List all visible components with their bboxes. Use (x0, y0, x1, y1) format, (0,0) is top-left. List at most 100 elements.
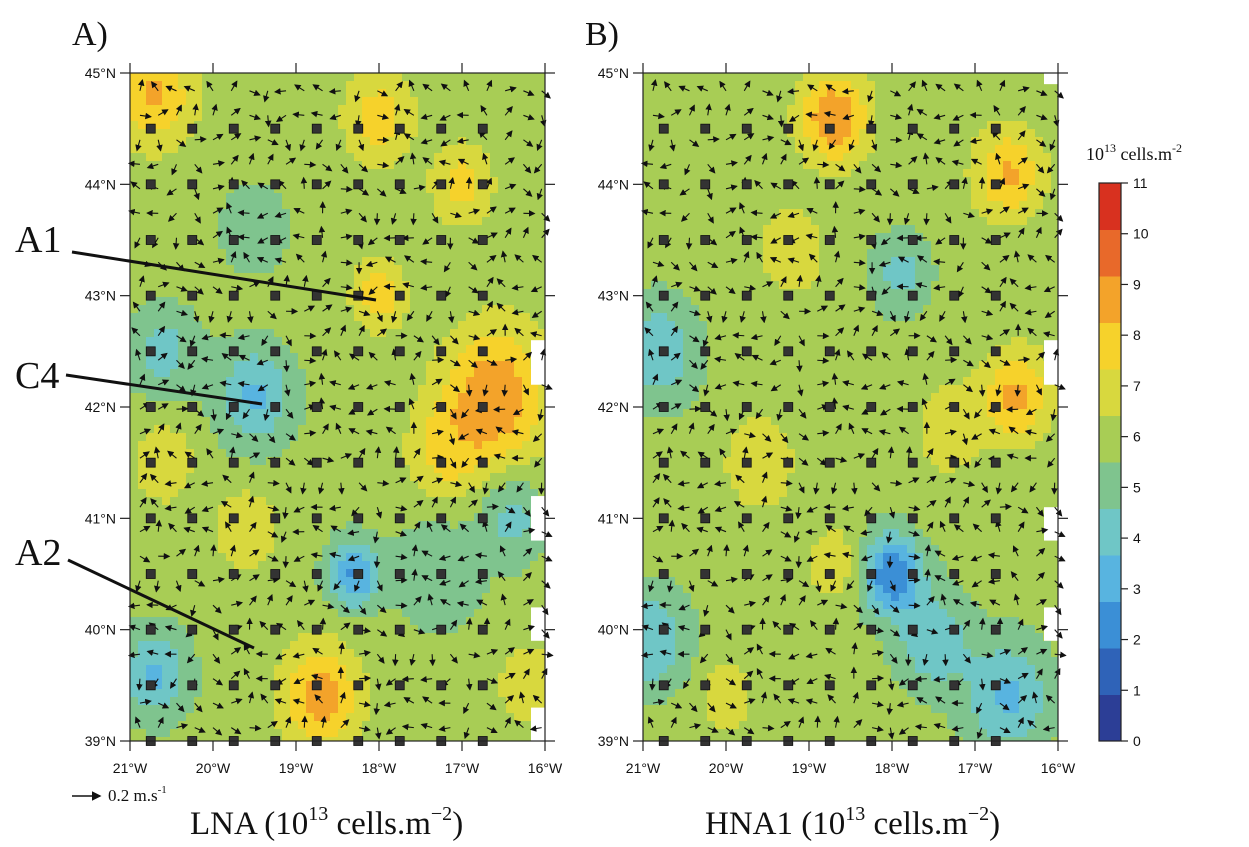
field-cell (250, 177, 259, 186)
field-cell (282, 113, 291, 122)
field-cell (234, 633, 243, 642)
field-cell (330, 697, 339, 706)
field-cell (154, 649, 163, 658)
flow-arrow (311, 673, 323, 681)
field-cell (482, 241, 491, 250)
field-cell (298, 265, 307, 274)
flow-arrow (176, 285, 188, 292)
field-cell (178, 593, 187, 602)
field-cell (362, 721, 371, 730)
field-cell (538, 425, 546, 434)
field-cell (466, 489, 475, 498)
field-cell (162, 457, 171, 466)
field-cell (322, 97, 331, 106)
flow-arrow (139, 112, 152, 120)
field-cell (202, 153, 211, 162)
field-cell (506, 177, 515, 186)
field-cell (234, 161, 243, 170)
field-cell (330, 345, 339, 354)
flow-arrow (523, 89, 535, 96)
flow-arrow (340, 259, 353, 267)
field-cell (362, 521, 371, 530)
field-cell (194, 385, 203, 394)
field-cell (354, 329, 363, 338)
field-cell (490, 577, 499, 586)
field-cell (178, 537, 187, 546)
field-cell (338, 649, 347, 658)
field-cell (418, 121, 427, 130)
field-cell (338, 537, 347, 546)
field-cell (498, 633, 507, 642)
field-cell (162, 425, 171, 434)
flow-arrow (468, 237, 480, 244)
field-cell (130, 313, 139, 322)
field-cell (362, 473, 371, 482)
field-cell (298, 673, 307, 682)
field-cell (314, 561, 323, 570)
field-cell (458, 169, 467, 178)
field-cell (458, 297, 467, 306)
field-cell (498, 561, 507, 570)
field-cell (130, 657, 139, 666)
field-cell (330, 569, 339, 578)
field-cell (298, 473, 307, 482)
field-cell (442, 241, 451, 250)
field-cell (138, 153, 147, 162)
field-cell (434, 249, 443, 258)
flow-arrow (426, 520, 433, 532)
field-cell (362, 369, 371, 378)
field-cell (306, 481, 315, 490)
field-cell (274, 617, 283, 626)
flow-arrow (413, 350, 422, 361)
field-cell (266, 425, 275, 434)
field-cell (530, 153, 539, 162)
field-cell (530, 537, 539, 546)
field-cell (146, 361, 155, 370)
field-cell (186, 217, 195, 226)
field-cell (242, 89, 251, 98)
field-cell (370, 113, 379, 122)
field-cell (274, 545, 283, 554)
field-cell (218, 641, 227, 650)
flow-arrow (322, 304, 333, 312)
field-cell (154, 537, 163, 546)
flow-arrow (176, 309, 188, 317)
field-cell (194, 601, 203, 610)
field-cell (394, 337, 403, 346)
field-cell (250, 585, 259, 594)
field-cell (538, 105, 546, 114)
field-cell (322, 513, 331, 522)
field-cell (442, 409, 451, 418)
field-cell (394, 393, 403, 402)
flow-arrow (438, 159, 451, 167)
field-cell (138, 593, 147, 602)
field-cell (362, 153, 371, 162)
field-cell (394, 721, 403, 730)
field-cell (314, 257, 323, 266)
field-cell (154, 729, 163, 738)
field-cell (530, 145, 539, 154)
flow-arrow (285, 408, 294, 419)
field-cell (330, 161, 339, 170)
flow-arrow (171, 164, 178, 176)
field-cell (282, 441, 291, 450)
field-cell (370, 193, 379, 202)
flow-arrow (340, 208, 353, 215)
field-cell (354, 153, 363, 162)
flow-arrow (280, 531, 288, 543)
field-cell (338, 569, 347, 578)
field-cell (170, 129, 179, 138)
field-cell (162, 345, 171, 354)
field-cell (138, 177, 147, 186)
field-cell (346, 665, 355, 674)
flow-arrow (432, 429, 444, 436)
field-cell (226, 609, 235, 618)
field-cell (490, 241, 499, 250)
field-cell (218, 201, 227, 210)
field-cell (202, 265, 211, 274)
flow-arrow (365, 260, 378, 268)
field-cell (186, 713, 195, 722)
field-cell (306, 145, 315, 154)
field-cell (210, 241, 219, 250)
field-cell (322, 297, 331, 306)
